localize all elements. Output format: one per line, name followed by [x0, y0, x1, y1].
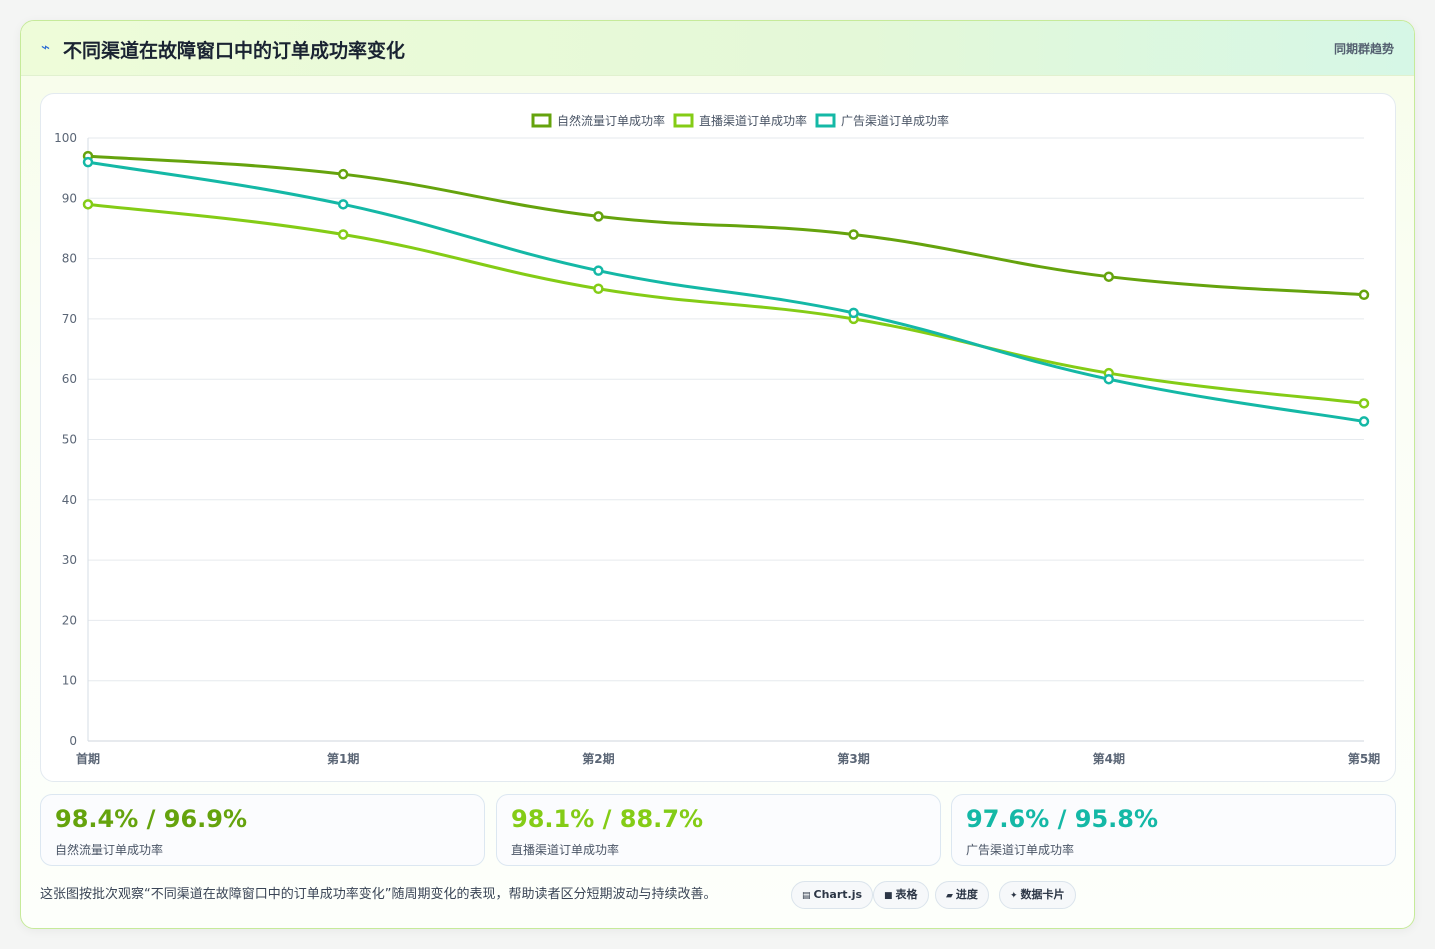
legend-label: 直播渠道订单成功率 [699, 113, 807, 128]
stat-value: 98.1% / 88.7% [511, 805, 703, 833]
data-point [593, 265, 604, 276]
x-tick-label: 第5期 [1348, 751, 1380, 766]
stat-value: 97.6% / 95.8% [966, 805, 1158, 833]
y-tick-label: 60 [62, 372, 77, 386]
legend-label: 广告渠道订单成功率 [841, 113, 949, 128]
chart-panel: 0 10 20 30 40 50 60 70 80 90 100 首期 第1期 第2期 第3期 第4期 第5期 自… [40, 93, 1396, 782]
data-point [1103, 271, 1115, 282]
x-tick-label: 第4期 [1093, 751, 1125, 766]
y-tick-label: 20 [62, 613, 77, 627]
line-chart: 0 10 20 30 40 50 60 70 80 90 100 首期 第1期 第2期 第3期 第4期 第5期 自… [54, 113, 1380, 766]
data-point [82, 156, 94, 168]
card-header: ⌁ 不同渠道在故障窗口中的订单成功率变化 同期群趋势 [21, 21, 1414, 76]
chip-label: 进度 [955, 888, 978, 901]
stat-label: 广告渠道订单成功率 [966, 843, 1075, 857]
chip-label: Chart.js [813, 888, 863, 901]
data-point [593, 283, 604, 294]
trend-badge: 同期群趋势 [1333, 42, 1394, 56]
page-title: 不同渠道在故障窗口中的订单成功率变化 [63, 40, 406, 62]
data-point [1358, 416, 1370, 427]
y-tick-label: 40 [62, 493, 77, 507]
table-icon: ■ [884, 891, 893, 901]
data-point [337, 168, 349, 180]
stat-card-organic: 98.4% / 96.9% 自然流量订单成功率 [40, 794, 485, 866]
data-point [1358, 289, 1370, 301]
y-tick-label: 10 [62, 674, 77, 688]
data-point [848, 307, 859, 319]
stat-label: 直播渠道订单成功率 [511, 843, 620, 857]
legend-label: 自然流量订单成功率 [557, 113, 665, 128]
progress-icon: ▰ [946, 891, 953, 901]
legend-swatch [815, 113, 836, 128]
sparkle-icon: ✦ [1010, 891, 1018, 901]
data-point [337, 229, 349, 240]
y-tick-label: 90 [62, 191, 77, 205]
data-point [337, 199, 349, 210]
y-tick-label: 0 [69, 734, 77, 748]
chip-progress[interactable]: ▰ 进度 [935, 881, 989, 909]
y-tick-label: 50 [62, 433, 77, 447]
x-tick-label: 第1期 [327, 751, 359, 766]
series-line-1 [87, 154, 1365, 297]
data-point [1103, 373, 1115, 385]
data-point [1358, 398, 1370, 409]
chip-chartjs[interactable]: ▤ Chart.js [791, 881, 874, 909]
y-tick-label: 100 [54, 131, 77, 145]
x-tick-label: 第3期 [837, 751, 869, 766]
data-point [593, 211, 604, 222]
chip-label: 表格 [895, 888, 918, 901]
y-tick-label: 70 [62, 312, 77, 326]
y-tick-label: 30 [62, 553, 77, 567]
stat-value: 98.4% / 96.9% [55, 805, 247, 833]
stat-card-ads: 97.6% / 95.8% 广告渠道订单成功率 [951, 794, 1396, 866]
data-point [82, 199, 94, 210]
chip-label: 数据卡片 [1020, 888, 1065, 901]
chip-data-cards[interactable]: ✦ 数据卡片 [999, 881, 1076, 909]
chart-description: 这张图按批次观察“不同渠道在故障窗口中的订单成功率变化”随周期变化的表现，帮助读… [40, 887, 717, 902]
legend-swatch [673, 113, 694, 128]
series-line-2 [87, 202, 1365, 405]
legend-swatch [531, 113, 552, 128]
chart-icon: ▤ [802, 891, 811, 901]
stat-card-live: 98.1% / 88.7% 直播渠道订单成功率 [496, 794, 941, 866]
lightning-icon: ⌁ [41, 38, 51, 56]
x-tick-label: 首期 [76, 751, 100, 766]
report-card: ⌁ 不同渠道在故障窗口中的订单成功率变化 同期群趋势 0 10 20 30 40 50 60… [20, 20, 1415, 929]
series-line-3 [87, 160, 1365, 423]
stat-label: 自然流量订单成功率 [55, 843, 164, 857]
x-tick-label: 第2期 [582, 751, 614, 766]
data-point [848, 229, 859, 240]
y-tick-label: 80 [62, 252, 77, 266]
chip-table[interactable]: ■ 表格 [873, 881, 929, 909]
